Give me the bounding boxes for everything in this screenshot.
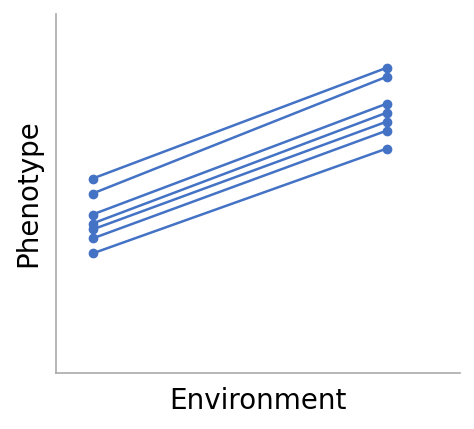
X-axis label: Environment: Environment <box>169 387 346 415</box>
Y-axis label: Phenotype: Phenotype <box>14 120 42 267</box>
